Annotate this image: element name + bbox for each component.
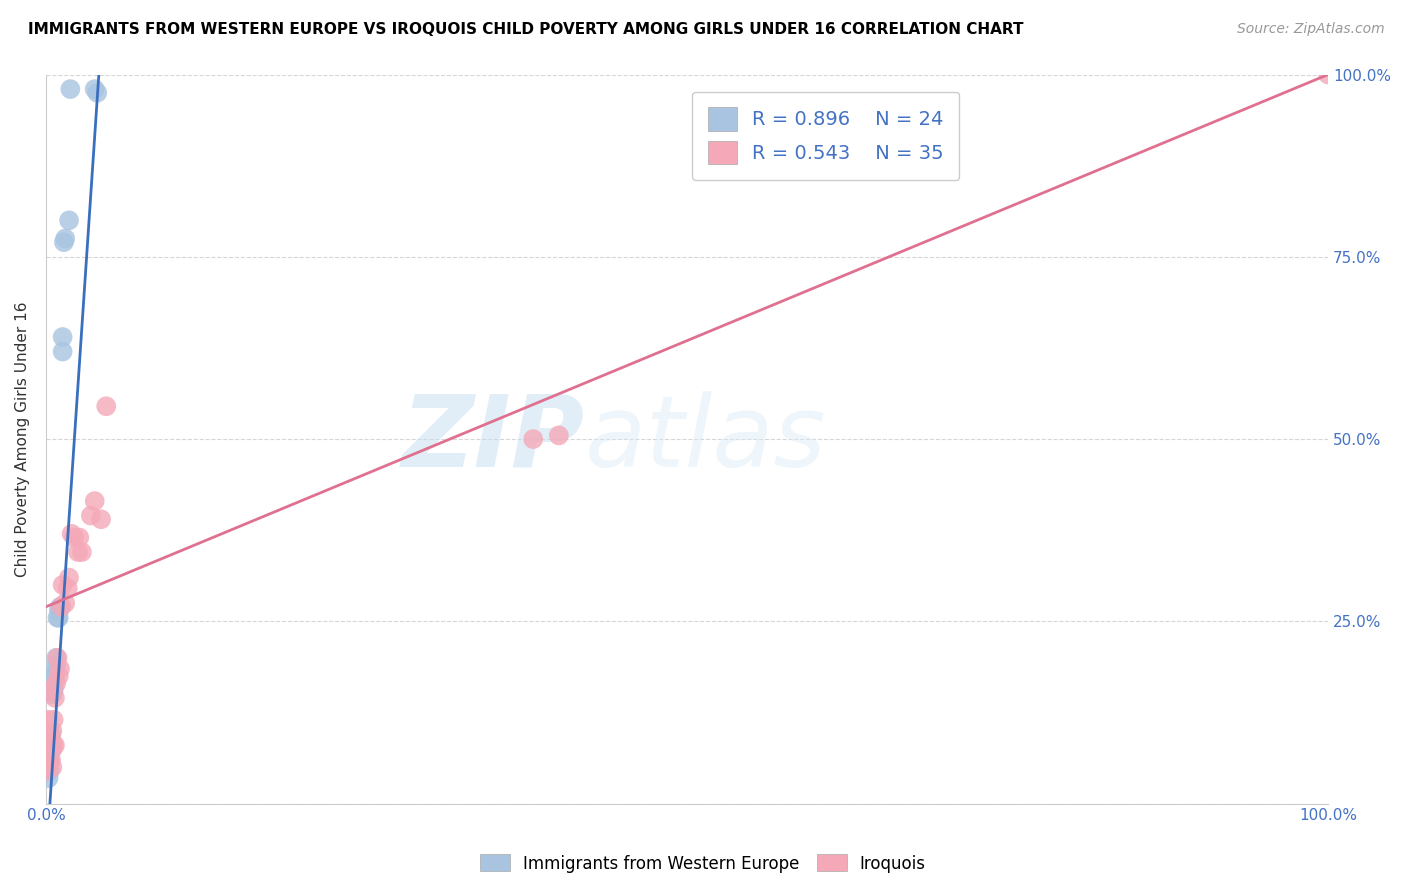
Point — [52, 235, 75, 250]
Point — [58, 571, 80, 585]
Point — [46, 610, 69, 624]
Point — [44, 690, 66, 705]
Point — [83, 494, 105, 508]
Point — [63, 531, 86, 545]
Point — [45, 676, 67, 690]
Point — [38, 771, 60, 785]
Point — [44, 665, 66, 680]
Point — [42, 683, 65, 698]
Legend: Immigrants from Western Europe, Iroquois: Immigrants from Western Europe, Iroquois — [474, 847, 932, 880]
Point — [56, 582, 79, 596]
Point — [38, 756, 60, 771]
Point — [96, 399, 118, 413]
Legend: R = 0.896    N = 24, R = 0.543    N = 35: R = 0.896 N = 24, R = 0.543 N = 35 — [692, 92, 959, 180]
Point — [51, 599, 73, 614]
Point — [39, 727, 62, 741]
Point — [42, 680, 65, 694]
Point — [52, 330, 75, 344]
Point — [41, 760, 63, 774]
Point — [41, 742, 63, 756]
Point — [41, 723, 63, 738]
Point — [522, 432, 544, 446]
Point — [52, 578, 75, 592]
Point — [38, 713, 60, 727]
Point — [42, 739, 65, 753]
Point — [90, 512, 112, 526]
Point — [52, 344, 75, 359]
Point — [45, 650, 67, 665]
Point — [41, 742, 63, 756]
Point — [48, 669, 70, 683]
Point — [45, 658, 67, 673]
Text: ZIP: ZIP — [402, 391, 585, 488]
Point — [67, 531, 90, 545]
Text: Source: ZipAtlas.com: Source: ZipAtlas.com — [1237, 22, 1385, 37]
Point — [48, 610, 70, 624]
Point — [48, 603, 70, 617]
Point — [37, 764, 59, 778]
Point — [60, 526, 83, 541]
Point — [86, 86, 108, 100]
Point — [44, 669, 66, 683]
Text: atlas: atlas — [585, 391, 827, 488]
Point — [38, 683, 60, 698]
Point — [53, 596, 76, 610]
Point — [46, 650, 69, 665]
Point — [547, 428, 569, 442]
Text: IMMIGRANTS FROM WESTERN EUROPE VS IROQUOIS CHILD POVERTY AMONG GIRLS UNDER 16 CO: IMMIGRANTS FROM WESTERN EUROPE VS IROQUO… — [28, 22, 1024, 37]
Point — [66, 545, 89, 559]
Point — [1317, 68, 1340, 82]
Point — [83, 82, 105, 96]
Point — [49, 599, 72, 614]
Point — [38, 764, 60, 778]
Y-axis label: Child Poverty Among Girls Under 16: Child Poverty Among Girls Under 16 — [15, 301, 30, 577]
Point — [38, 753, 60, 767]
Point — [70, 545, 93, 559]
Point — [42, 713, 65, 727]
Point — [39, 731, 62, 745]
Point — [80, 508, 103, 523]
Point — [58, 213, 80, 227]
Point — [49, 662, 72, 676]
Point — [41, 687, 63, 701]
Point — [39, 753, 62, 767]
Point — [53, 231, 76, 245]
Point — [44, 739, 66, 753]
Point — [59, 82, 82, 96]
Point — [38, 746, 60, 760]
